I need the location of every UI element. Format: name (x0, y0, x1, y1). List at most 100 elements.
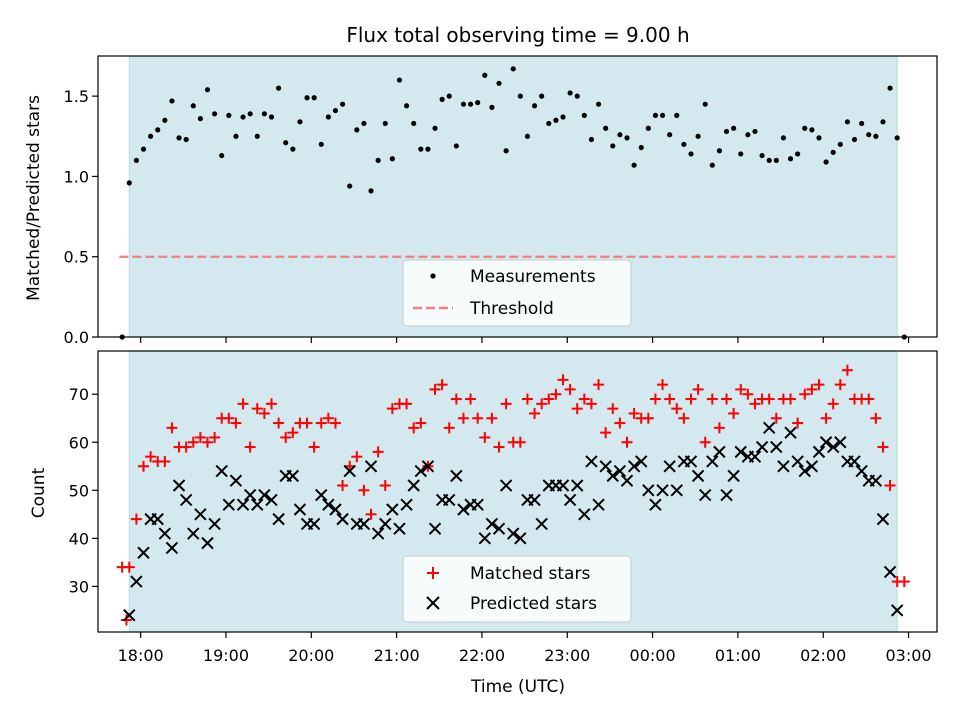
predicted-star-point (414, 464, 428, 478)
matched-star-point (180, 441, 192, 453)
measurement-point (859, 120, 865, 127)
predicted-star-point (869, 474, 883, 487)
matched-star-point (685, 393, 697, 405)
predicted-star-point (663, 460, 676, 473)
measurement-point (140, 146, 147, 152)
measurement-point (368, 188, 374, 194)
measurement-point (866, 132, 872, 138)
measurement-point (652, 112, 659, 119)
measurement-point (659, 112, 666, 119)
predicted-star-point (215, 464, 228, 478)
measurement-point (688, 151, 694, 157)
predicted-star-point (201, 536, 214, 550)
measurement-point (396, 77, 403, 83)
matched-star-point (386, 403, 398, 415)
matched-star-point (721, 393, 733, 405)
matched-star-point (735, 383, 747, 395)
predicted-star-point (222, 498, 236, 511)
measurement-point (226, 112, 232, 119)
matched-star-point (529, 407, 541, 419)
measurement-point (297, 119, 303, 125)
x-tick-label: 21:00 (374, 646, 420, 665)
measurement-point (325, 114, 331, 120)
measurement-point (595, 101, 602, 107)
measurement-point (169, 98, 175, 104)
matched-star-point (593, 379, 605, 391)
x-axis-label: Time (UTC) (470, 677, 565, 697)
predicted-star-point (535, 517, 548, 531)
measurement-point (880, 119, 886, 125)
matched-star-point (486, 412, 498, 424)
measurement-point (339, 101, 346, 107)
measurement-point (723, 128, 730, 135)
predicted-star-point (265, 493, 278, 507)
matched-star-point (209, 431, 221, 443)
matched-star-point (351, 451, 363, 463)
x-tick-label: 23:00 (544, 646, 590, 665)
matched-star-point (671, 403, 683, 415)
matched-star-point (521, 393, 533, 405)
x-tick-label: 22:00 (459, 646, 505, 665)
measurement-point (645, 125, 651, 131)
predicted-star-point (194, 508, 207, 521)
matched-star-point (628, 407, 640, 419)
matched-star-point (493, 441, 505, 453)
measurement-point (560, 114, 566, 120)
measurement-point (347, 183, 353, 189)
matched-star-point (863, 393, 875, 405)
predicted-star-point (172, 479, 186, 492)
measurement-point (588, 136, 595, 143)
measurement-point (304, 95, 310, 101)
measurement-point (531, 103, 538, 109)
measurement-point (830, 149, 836, 155)
measurement-point (780, 135, 787, 141)
predicted-star-point (528, 493, 541, 507)
measurement-point (475, 99, 481, 106)
measurement-point (354, 127, 360, 133)
y-tick-label: 30 (69, 577, 89, 596)
measurement-point (844, 119, 851, 125)
matched-star-point (251, 403, 263, 415)
predicted-star-point (805, 460, 819, 473)
measurement-point (795, 151, 801, 157)
measurement-point (283, 140, 289, 146)
measurement-point (389, 156, 395, 162)
measurement-point (425, 146, 431, 152)
matched-star-point (273, 417, 285, 429)
predicted-star-point (130, 575, 143, 588)
predicted-star-point (734, 445, 747, 459)
predicted-star-point (620, 474, 634, 487)
measurement-point (617, 132, 623, 138)
matched-star-point (600, 427, 612, 439)
predicted-star-point (876, 512, 890, 526)
matched-star-point (657, 379, 669, 391)
matched-star-point (230, 417, 242, 429)
plot-frame (97, 55, 938, 338)
count-legend: Matched stars Predicted stars (402, 555, 632, 623)
predicted-star-point (592, 498, 605, 511)
matched-star-point (138, 460, 150, 472)
matched-star-point (585, 398, 597, 410)
legend-marker-predicted (426, 596, 440, 610)
matched-star-point (365, 508, 377, 520)
matched-star-point (699, 436, 711, 448)
measurement-point (766, 157, 772, 163)
measurement-point (731, 125, 737, 131)
predicted-star-point (826, 440, 840, 454)
predicted-star-point (791, 455, 804, 468)
measurement-point (773, 157, 779, 163)
measurement-point (809, 127, 815, 133)
matched-star-point (763, 393, 775, 405)
predicted-star-point (307, 517, 321, 531)
predicted-star-point (386, 503, 399, 516)
measurement-point (290, 146, 296, 152)
matched-star-point (159, 455, 171, 467)
measurement-point (247, 111, 253, 117)
measurement-point (851, 136, 858, 143)
ratio-panel: Flux total observing time = 9.00 h 0.00.… (24, 23, 938, 347)
predicted-star-point (329, 503, 342, 516)
predicted-star-point (364, 460, 378, 473)
predicted-star-point (819, 436, 833, 449)
matched-star-point (827, 398, 839, 410)
predicted-star-point (343, 464, 356, 478)
